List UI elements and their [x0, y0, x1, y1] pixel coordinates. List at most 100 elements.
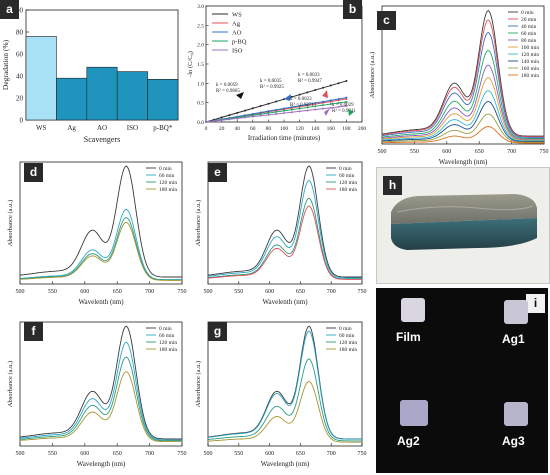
data-point [212, 120, 215, 123]
legend-label: 60 min [339, 173, 355, 179]
data-point [228, 114, 231, 117]
data-point [322, 107, 324, 110]
chart-b: 0 20 40 60 80 100 120 140 160 180 200 0.0 0.5 1.0 1.5 2… [187, 4, 367, 142]
x-tick-label: WS [36, 124, 47, 132]
spectrum-100-min [381, 77, 544, 141]
data-point [259, 114, 262, 117]
data-point [345, 104, 348, 107]
spectrum-120-min [207, 197, 362, 280]
data-point [267, 102, 270, 105]
plot-frame [19, 321, 183, 447]
data-point [322, 100, 324, 103]
x-tick-label: 200 [358, 126, 367, 132]
spectrum-60-min [381, 49, 544, 139]
y-axis-label: Absorbance (a.u.) [7, 361, 14, 407]
panel-label-b: b [343, 0, 362, 19]
annotation-r2: R² = 0.9941 [332, 108, 356, 114]
data-point [275, 100, 278, 103]
legend-label: 120 min [339, 180, 357, 186]
y-tick-label: 20 [16, 95, 24, 103]
spectrum-60-min [207, 330, 362, 440]
data-point [251, 112, 254, 115]
legend-label: p-BQ [232, 39, 247, 46]
legend-label: 180 min [521, 73, 539, 79]
x-tick-label: 0 [205, 126, 208, 132]
y-axis-label: Degradation (%) [1, 39, 10, 90]
legend-label: 180 min [339, 187, 357, 193]
data-point [290, 108, 293, 111]
y-tick-label: 2.5 [197, 23, 204, 29]
legend-label: 100 min [521, 45, 539, 51]
data-point [205, 121, 207, 123]
y-tick-label: 0 [20, 117, 24, 125]
legend-label: 120 min [159, 180, 177, 186]
sample-ag3-chip [504, 402, 528, 426]
x-tick-label: 750 [178, 289, 187, 295]
panel-g: 500 550 600 650 700 750 0 min 60 min 120 min 180 … [188, 318, 368, 473]
panel-label-f: f [24, 322, 43, 341]
x-tick-label: 700 [327, 451, 336, 457]
data-point [259, 105, 262, 108]
sample-ag2-chip [400, 400, 428, 426]
y-axis-label: Absorbance (a.u.) [369, 52, 376, 98]
data-point [337, 97, 340, 100]
spectrum-120-min [19, 217, 182, 281]
panel-label-d: d [24, 163, 43, 182]
panel-label-a: a [0, 0, 19, 19]
bar-ao [86, 66, 118, 121]
x-tick-label: 700 [507, 149, 516, 155]
x-tick-label: 500 [204, 451, 213, 457]
panel-b: 0 20 40 60 80 100 120 140 160 180 200 0.0 0.5 1.0 1.5 2… [186, 0, 368, 150]
x-tick-label: 500 [16, 451, 25, 457]
data-point [267, 110, 270, 113]
x-tick-label: 600 [80, 451, 89, 457]
chart-a: 020406080100WSAgAOISOp-BQ*ScavengersDegr… [1, 7, 179, 144]
data-point [345, 79, 348, 82]
spectrum-80-min [381, 64, 544, 140]
x-tick-label: 100 [280, 126, 289, 132]
legend-label: 60 min [159, 333, 175, 339]
data-point [322, 104, 324, 107]
spectrum-60-min [19, 341, 182, 441]
data-point [306, 106, 309, 109]
spectrum-40-min [381, 31, 544, 138]
x-axis-label: Wavelenth (nm) [262, 298, 308, 306]
x-axis-label: Wavelenth (nm) [78, 298, 124, 306]
spectrum-60-min [207, 179, 362, 279]
x-tick-label: 80 [266, 126, 272, 132]
data-point [337, 101, 340, 104]
plot-frame [381, 5, 545, 145]
data-point [228, 118, 231, 121]
spectrum-160-min [381, 113, 544, 143]
bar-ag [56, 77, 88, 121]
data-point [290, 111, 293, 114]
data-point [329, 103, 332, 106]
data-point [283, 109, 285, 112]
data-point [275, 112, 278, 115]
y-tick-label: 3.0 [197, 4, 204, 10]
y-tick-label: 0.0 [197, 120, 204, 126]
legend-label: 60 min [521, 31, 537, 37]
spectrum-120-min [19, 356, 182, 442]
spectrum-180-min [208, 205, 362, 280]
legend-label: 180 min [159, 187, 177, 193]
sample-label-ag1: Ag1 [502, 332, 525, 346]
x-tick-label: 500 [378, 149, 387, 155]
x-tick-label: 700 [327, 289, 336, 295]
film-sample-illustration [391, 194, 537, 250]
x-axis-label: Scavengers [84, 135, 120, 144]
data-point [283, 112, 285, 115]
annotation-k: k = 0.0023 [290, 97, 312, 102]
y-axis-label: Absorbance (a.u.) [7, 200, 14, 246]
annotation-r2: R² = 0.9865 [216, 88, 240, 94]
data-point [306, 103, 309, 106]
data-point [275, 110, 278, 113]
x-tick-label: 550 [48, 451, 57, 457]
legend-label: 120 min [159, 340, 177, 346]
data-point [314, 108, 317, 111]
data-point [298, 107, 301, 110]
legend-label: 20 min [521, 17, 537, 23]
spectrum-180-min [19, 371, 182, 443]
legend-label: 0 min [521, 10, 534, 16]
